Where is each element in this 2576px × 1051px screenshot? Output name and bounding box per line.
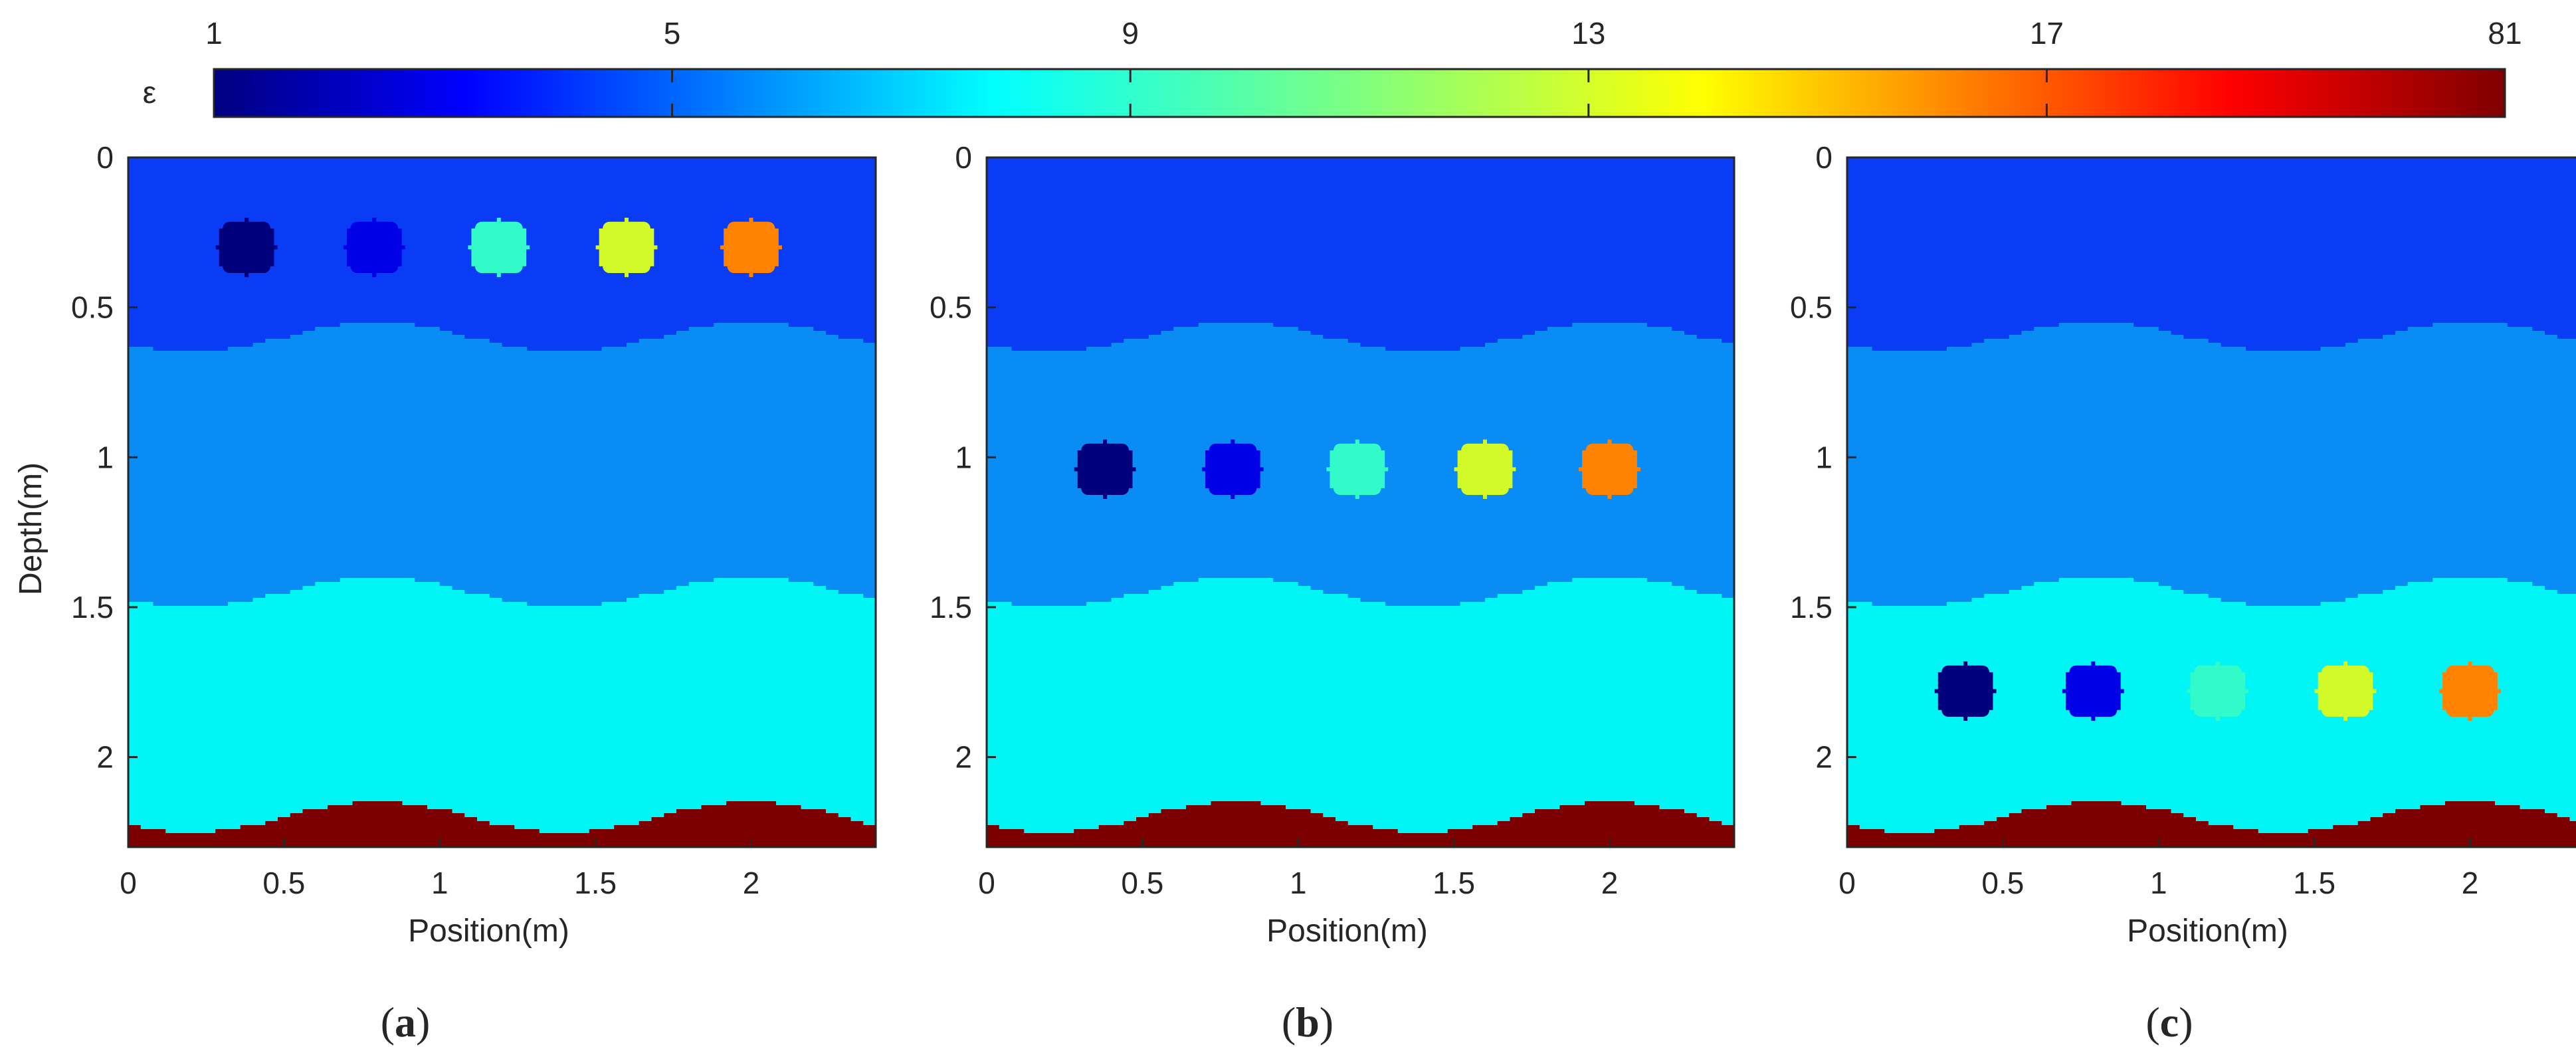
target: [720, 217, 782, 278]
target: [1201, 439, 1264, 500]
colorbar-tick-label: 9: [1122, 16, 1139, 50]
axes-box: [127, 156, 877, 848]
target: [1074, 439, 1136, 500]
y-tick-label: 0: [955, 140, 972, 175]
target: [1934, 661, 1997, 721]
layer-3: [987, 578, 1734, 847]
caption-b: (b): [1282, 999, 1334, 1046]
y-tick-label: 1.5: [930, 590, 972, 624]
x-tick-label: 0.5: [1981, 866, 2024, 900]
colorbar-tick-label: 13: [1571, 16, 1605, 50]
y-tick-label: 0: [1815, 140, 1833, 175]
y-tick-label: 1.5: [1790, 590, 1833, 624]
x-axis-label: Position(m): [408, 913, 569, 949]
x-tick-label: 1: [431, 866, 448, 900]
target: [2439, 661, 2501, 721]
colorbar-ticks: 1 5 9 13 17 81: [205, 16, 2522, 117]
colorbar-tick-label: 1: [205, 16, 223, 50]
x-tick-label: 0.5: [262, 866, 305, 900]
x-tick-label: 1.5: [1433, 866, 1475, 900]
colorbar-tick-label: 81: [2488, 16, 2522, 50]
target: [1326, 439, 1389, 500]
target: [1579, 439, 1640, 500]
layer-4: [987, 801, 1734, 847]
x-tick-label: 1: [1290, 866, 1307, 900]
x-tick-label: 0: [978, 866, 995, 900]
plot-area: [1847, 157, 2576, 847]
caption-c: (c): [2145, 999, 2193, 1046]
colorbar-tick-label: 5: [664, 16, 681, 50]
x-tick-label: 2: [743, 866, 760, 900]
target: [2314, 661, 2377, 721]
y-tick-label: 0: [96, 140, 114, 175]
y-tick-label: 2: [96, 740, 114, 775]
layer-4: [1847, 801, 2576, 847]
axes-box: [985, 156, 1735, 848]
caption-a: (a): [381, 999, 431, 1046]
x-tick-label: 2: [2462, 866, 2479, 900]
y-tick-label: 2: [955, 740, 972, 775]
y-axis-label: Depth(m): [13, 462, 49, 595]
colorbar-gradient: [213, 68, 2506, 118]
target: [343, 217, 405, 278]
target: [595, 217, 658, 278]
x-tick-label: 1.5: [2293, 866, 2335, 900]
colorbar-tick-label: 17: [2030, 16, 2064, 50]
plot-area: [128, 157, 876, 847]
x-tick-label: 1.5: [574, 866, 617, 900]
target: [1454, 439, 1516, 500]
x-tick-label: 0: [1838, 866, 1856, 900]
x-tick-label: 0: [120, 866, 137, 900]
y-tick-label: 0.5: [930, 290, 972, 325]
y-tick-label: 2: [1815, 740, 1833, 775]
y-tick-label: 1: [955, 440, 972, 474]
layer-3: [128, 578, 876, 847]
target: [468, 217, 530, 278]
colorbar-label: ε: [143, 75, 157, 110]
y-tick-label: 1.5: [71, 590, 114, 624]
y-tick-label: 0.5: [1790, 290, 1833, 325]
colorbar: ε 1 5 9 13 17 81: [143, 16, 2522, 118]
plot-area: [987, 157, 1734, 847]
y-tick-label: 1: [1815, 440, 1833, 474]
x-tick-label: 1: [2150, 866, 2167, 900]
panel-c: 0 0.5 1 1.5 2 0 0.5 1 1.5 2 Position(m): [1790, 140, 2576, 949]
panel-b: 0 0.5 1 1.5 2 0 0.5 1 1.5 2 Position(m): [930, 140, 1735, 949]
target: [215, 217, 278, 278]
x-tick-label: 0.5: [1121, 866, 1163, 900]
x-tick-label: 2: [1601, 866, 1619, 900]
panel-a: 0 0.5 1 1.5 2 0 0.5 1 1.5 2 Position(m) Depth(m): [13, 140, 877, 949]
y-tick-label: 0.5: [71, 290, 114, 325]
layer-4: [128, 801, 876, 847]
target: [2062, 661, 2124, 721]
x-axis-label: Position(m): [2127, 913, 2288, 949]
axes-box: [1846, 156, 2576, 848]
target: [2187, 661, 2249, 721]
y-tick-label: 1: [96, 440, 114, 474]
x-axis-label: Position(m): [1266, 913, 1428, 949]
